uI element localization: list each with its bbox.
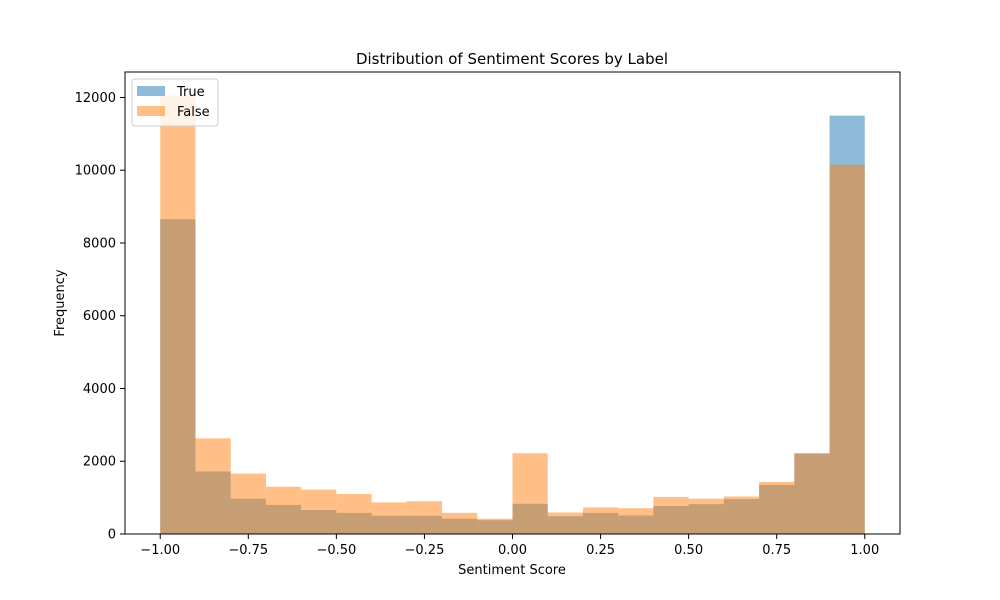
y-tick-label: 10000	[75, 164, 116, 179]
bar-false-11	[547, 512, 583, 534]
y-axis-label: Frequency	[53, 269, 68, 336]
bar-false-8	[442, 512, 478, 534]
bar-false-15	[688, 498, 724, 534]
y-tick-label: 12000	[75, 91, 116, 106]
bar-false-5	[336, 493, 372, 534]
bar-false-1	[195, 438, 231, 534]
legend-swatch-true	[137, 86, 165, 96]
bar-false-3	[265, 486, 302, 534]
x-tick-label: 1.00	[850, 543, 879, 558]
bar-false-16	[723, 496, 760, 534]
y-tick-label: 8000	[83, 236, 116, 251]
legend-label-false: False	[177, 105, 210, 120]
legend: True False	[131, 78, 219, 127]
legend-swatch-false	[137, 106, 165, 116]
bar-false-0	[160, 95, 196, 535]
bar-false-2	[230, 473, 266, 534]
bar-false-17	[759, 481, 795, 534]
bar-false-13	[618, 508, 654, 534]
bar-false-19	[829, 164, 865, 534]
bar-false-12	[582, 507, 619, 534]
x-tick-label: 0.00	[498, 543, 527, 558]
bar-false-18	[794, 453, 830, 534]
x-tick-label: −1.00	[140, 543, 180, 558]
bar-false-4	[301, 489, 337, 534]
chart-title: Distribution of Sentiment Scores by Labe…	[356, 50, 668, 68]
x-axis-ticks: −1.00 −0.75 −0.50 −0.25 0.00 0.25 0.50 0.75 1.00	[140, 534, 879, 558]
bar-false-14	[653, 496, 689, 534]
x-tick-label: 0.25	[586, 543, 615, 558]
y-tick-label: 2000	[83, 455, 116, 470]
y-tick-label: 0	[108, 528, 116, 543]
x-tick-label: 0.75	[762, 543, 791, 558]
y-tick-label: 4000	[83, 382, 116, 397]
bar-false-10	[512, 453, 548, 534]
bar-false-7	[406, 501, 443, 534]
legend-label-true: True	[176, 85, 205, 100]
x-tick-label: 0.50	[674, 543, 703, 558]
bar-false-9	[477, 518, 513, 534]
x-tick-label: −0.75	[228, 543, 268, 558]
y-tick-label: 6000	[83, 309, 116, 324]
x-tick-label: −0.50	[316, 543, 356, 558]
x-tick-label: −0.25	[405, 543, 445, 558]
x-axis-label: Sentiment Score	[458, 563, 566, 578]
bar-false-6	[371, 502, 407, 534]
y-axis-ticks: 0 2000 4000 6000 8000 10000 12000	[75, 91, 125, 543]
bars-layer	[160, 95, 865, 535]
